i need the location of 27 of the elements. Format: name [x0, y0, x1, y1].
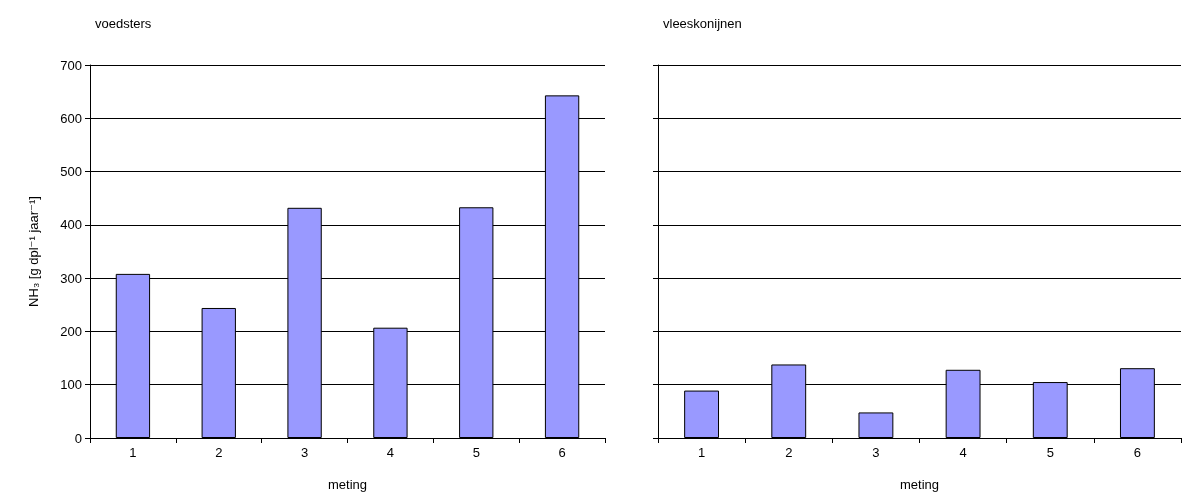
y-tick-label: 700	[60, 57, 82, 73]
x-tick-label: 2	[215, 445, 223, 460]
y-tick-label: 300	[60, 270, 82, 286]
y-tick-label: 200	[60, 323, 82, 339]
y-tick-label: 600	[60, 110, 82, 126]
x-tick-label: 5	[472, 445, 480, 460]
y-tick-label: 100	[60, 377, 82, 393]
x-axis-title: meting	[899, 477, 940, 492]
x-tick-label: 6	[1133, 445, 1142, 460]
x-tick-label: 3	[300, 445, 309, 460]
y-tick-label: 500	[60, 164, 82, 180]
y-axis-title: NH₃ [g dpl⁻¹ jaar⁻¹]	[26, 196, 41, 307]
x-tick-label: 1	[129, 445, 137, 460]
y-tick-label: 0	[74, 430, 82, 446]
bar	[858, 412, 894, 438]
x-tick-label: 2	[785, 445, 793, 460]
x-tick-label: 4	[959, 445, 967, 460]
x-tick-label: 5	[1046, 445, 1054, 460]
chart-title: voedsters	[95, 16, 152, 31]
x-axis-title: meting	[327, 477, 368, 492]
x-tick-label: 1	[697, 445, 706, 460]
x-tick-label: 6	[558, 445, 566, 460]
x-tick-label: 3	[872, 445, 880, 460]
x-tick-label: 4	[386, 445, 395, 460]
bar	[684, 390, 720, 438]
y-tick-label: 400	[60, 217, 82, 233]
chart-title: vleeskonijnen	[663, 16, 742, 31]
